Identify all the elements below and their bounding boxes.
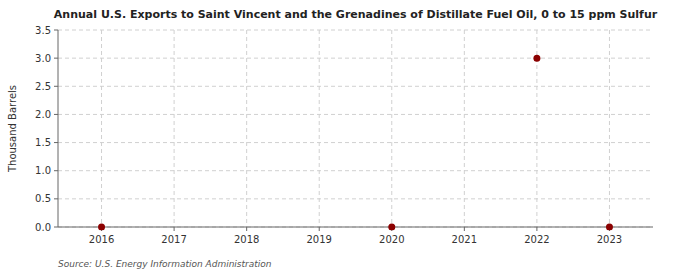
y-grid-line xyxy=(58,142,653,143)
x-tick-label: 2021 xyxy=(452,234,477,245)
y-tick-label: 0.0 xyxy=(35,222,51,233)
y-grid-line xyxy=(58,170,653,171)
x-tick-label: 2016 xyxy=(89,234,114,245)
point xyxy=(388,224,395,231)
x-tick xyxy=(246,227,247,231)
y-tick-label: 2.5 xyxy=(35,81,51,92)
y-tick xyxy=(54,114,58,115)
y-grid-line xyxy=(58,198,653,199)
y-tick xyxy=(54,170,58,171)
x-axis-line xyxy=(58,227,653,228)
x-tick xyxy=(174,227,175,231)
x-tick-label: 2019 xyxy=(306,234,331,245)
x-grid-line xyxy=(391,30,392,227)
x-grid-line xyxy=(609,30,610,227)
source: Source: U.S. Energy Information Administ… xyxy=(58,259,272,269)
y-tick xyxy=(54,142,58,143)
marks xyxy=(98,55,613,231)
x-grid-line xyxy=(101,30,102,227)
x-tick-label: 2022 xyxy=(524,234,549,245)
x-tick-label: 2020 xyxy=(379,234,404,245)
y-grid-line xyxy=(58,86,653,87)
y-tick-label: 3.5 xyxy=(35,25,51,36)
point xyxy=(533,55,540,62)
y-tick-label: 2.0 xyxy=(35,109,51,120)
x-tick-label: 2023 xyxy=(597,234,622,245)
x-grid-line xyxy=(246,30,247,227)
x-tick-label: 2017 xyxy=(161,234,186,245)
y-tick-label: 1.5 xyxy=(35,137,51,148)
y-tick-label: 0.5 xyxy=(35,193,51,204)
y-axis-label: Thousand Barrels xyxy=(7,85,18,173)
y-grid-line xyxy=(58,227,653,228)
title: Annual U.S. Exports to Saint Vincent and… xyxy=(54,8,658,21)
x-tick xyxy=(464,227,465,231)
x-tick xyxy=(536,227,537,231)
x-grid-line xyxy=(464,30,465,227)
y-grid-line xyxy=(58,58,653,59)
axes: 0.0 0.5 1.0 1.5 2.0 2.5 3.0 3.5 2016 2017 2018 2019… xyxy=(35,25,653,246)
x-grid-line xyxy=(174,30,175,227)
x-tick-label: 2018 xyxy=(234,234,259,245)
y-axis-line xyxy=(58,30,59,227)
y-grid-line xyxy=(58,30,653,31)
y-grid-line xyxy=(58,114,653,115)
y-tick xyxy=(54,86,58,87)
point xyxy=(98,224,105,231)
x-grid-line xyxy=(319,30,320,227)
y-tick-label: 3.0 xyxy=(35,53,51,64)
y-tick xyxy=(54,30,58,31)
x-tick xyxy=(319,227,320,231)
y-tick xyxy=(54,227,58,228)
y-tick xyxy=(54,58,58,59)
y-tick-label: 1.0 xyxy=(35,165,51,176)
chart: 0.0 0.5 1.0 1.5 2.0 2.5 3.0 3.5 2016 2017 2018 2019… xyxy=(0,0,675,275)
y-tick xyxy=(54,198,58,199)
grid xyxy=(58,30,653,227)
point xyxy=(606,224,613,231)
